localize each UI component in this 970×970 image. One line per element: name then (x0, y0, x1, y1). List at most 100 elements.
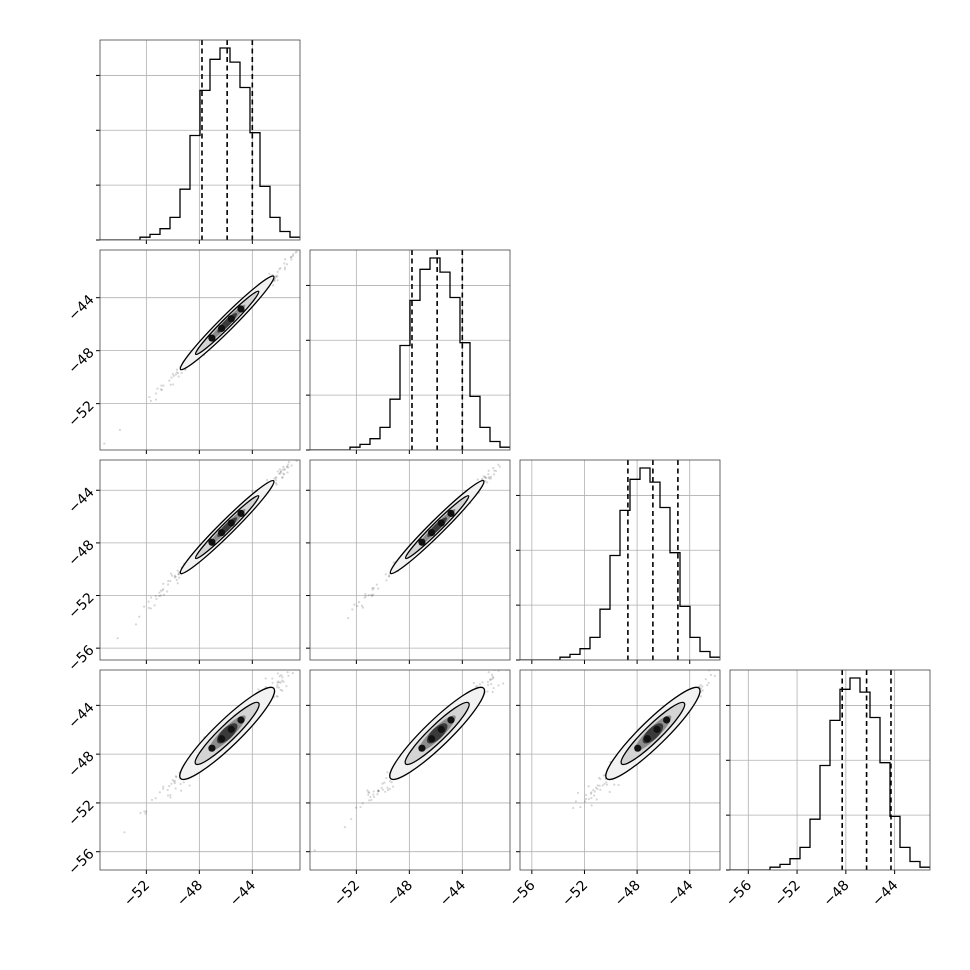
sample-point (372, 587, 375, 590)
sample-point (184, 368, 187, 371)
sample-point (493, 469, 496, 472)
sample-point (497, 463, 500, 466)
sample-point (153, 604, 156, 607)
sample-point (276, 279, 279, 282)
sample-point (524, 439, 526, 441)
sample-point (372, 593, 375, 596)
sample-point (166, 590, 169, 593)
x-tick-label: −44 (664, 877, 696, 909)
sample-point (351, 608, 354, 611)
y-tick-label: −44 (65, 485, 97, 517)
panel-3-0: −44 −48 −52 −56 −52 −48 −44 (65, 657, 302, 910)
histogram-step-line (100, 47, 300, 240)
sample-point (293, 660, 295, 662)
density-peak (237, 716, 245, 724)
histogram-step-line (520, 467, 720, 660)
sample-point (350, 817, 353, 821)
sample-point (173, 779, 177, 782)
sample-point (177, 573, 180, 576)
sample-point (148, 396, 151, 399)
sample-point (392, 561, 395, 564)
sample-point (166, 788, 169, 792)
sample-point (476, 685, 479, 688)
sample-point (490, 673, 494, 676)
sample-point (144, 812, 147, 815)
sample-point (287, 666, 289, 668)
sample-point (274, 275, 278, 278)
density-peak (227, 725, 235, 733)
sample-point (491, 690, 494, 694)
sample-point (167, 579, 170, 583)
sample-point (172, 780, 175, 783)
sample-point (505, 452, 507, 454)
sample-point (483, 475, 486, 479)
panel-frame (309, 669, 511, 871)
sample-point (162, 582, 165, 585)
sample-point (168, 784, 171, 788)
sample-point (572, 806, 575, 810)
panel-frame (309, 249, 511, 451)
density-peak (663, 716, 671, 724)
sample-point (142, 605, 146, 608)
sample-point (383, 781, 386, 784)
sample-point (297, 661, 299, 663)
sample-point (279, 688, 282, 691)
sample-point (514, 448, 516, 450)
density-peak (447, 509, 455, 517)
sample-point (158, 591, 161, 594)
panel-2-1 (306, 439, 526, 664)
sample-point (720, 656, 722, 658)
density-peak (428, 529, 436, 537)
sample-point (138, 615, 141, 618)
sample-point (171, 373, 175, 376)
panel-1-0: −44 −48 −52 (65, 244, 307, 454)
sample-point (474, 685, 477, 688)
sample-point (305, 855, 307, 857)
sample-point (484, 476, 487, 479)
sample-point (701, 685, 704, 688)
sample-point (175, 371, 178, 374)
sample-point (283, 468, 286, 472)
y-tick-label: −52 (65, 398, 97, 430)
sample-point (292, 253, 295, 256)
sample-point (538, 644, 540, 646)
density-peak (227, 519, 235, 527)
sample-point (354, 806, 358, 809)
sample-point (159, 589, 162, 592)
sample-point (286, 465, 289, 468)
sample-point (296, 457, 298, 459)
sample-point (318, 436, 320, 438)
sample-point (147, 606, 150, 609)
sample-point (359, 805, 362, 809)
sample-point (300, 662, 302, 664)
x-tick-label: −52 (772, 878, 804, 910)
sample-point (487, 671, 490, 674)
sample-point (123, 831, 126, 834)
sample-point (179, 789, 183, 792)
sample-point (704, 678, 707, 681)
sample-point (320, 437, 322, 439)
sample-point (590, 796, 593, 800)
y-tick-label: −52 (65, 797, 97, 829)
sample-point (162, 785, 165, 788)
sample-point (285, 685, 288, 688)
sample-point (507, 665, 509, 667)
density-peak (437, 519, 445, 527)
sample-point (174, 787, 177, 790)
sample-point (279, 681, 282, 684)
sample-point (371, 588, 374, 591)
sample-point (363, 596, 366, 599)
sample-point (172, 383, 175, 386)
sample-point (599, 788, 602, 791)
sample-point (160, 388, 164, 392)
sample-point (595, 798, 598, 801)
sample-point (366, 789, 369, 792)
sample-point (283, 262, 286, 265)
sample-point (596, 787, 599, 791)
sample-point (605, 781, 608, 784)
sample-point (509, 454, 511, 456)
sample-point (297, 657, 299, 659)
density-peak (634, 744, 642, 752)
sample-point (305, 244, 307, 246)
sample-point (490, 678, 494, 681)
